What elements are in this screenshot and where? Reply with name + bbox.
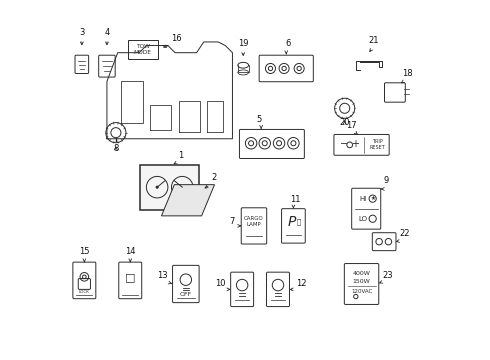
Text: 400W: 400W	[353, 271, 370, 276]
Polygon shape	[161, 185, 215, 216]
Text: 3: 3	[79, 28, 84, 37]
Text: 13: 13	[157, 271, 168, 280]
Text: ★: ★	[370, 196, 375, 201]
Text: 9: 9	[383, 176, 389, 185]
Text: P: P	[288, 215, 296, 229]
Text: 10: 10	[215, 279, 225, 288]
Text: 20: 20	[340, 118, 350, 127]
Text: 12: 12	[296, 279, 307, 288]
Text: 22: 22	[400, 229, 410, 238]
Text: 18: 18	[402, 69, 413, 78]
Text: −: −	[340, 139, 348, 149]
Text: HI: HI	[359, 195, 366, 202]
Text: 11: 11	[290, 195, 300, 204]
Bar	[140, 165, 199, 210]
Text: 2: 2	[211, 173, 217, 182]
Text: +: +	[351, 139, 359, 149]
Text: CARGO
LAMP: CARGO LAMP	[244, 216, 264, 227]
Text: 4: 4	[104, 28, 110, 37]
Text: 16: 16	[172, 33, 182, 42]
Text: 21: 21	[369, 36, 379, 45]
Text: 150W: 150W	[353, 279, 370, 284]
Circle shape	[156, 186, 158, 188]
Text: OFF: OFF	[180, 292, 192, 297]
Text: 17: 17	[346, 121, 357, 130]
Text: 15: 15	[79, 247, 90, 256]
Text: TOW
MODE: TOW MODE	[134, 44, 152, 55]
Text: LOCK: LOCK	[79, 290, 90, 294]
Text: 19: 19	[238, 39, 248, 48]
Text: 8: 8	[113, 144, 119, 153]
Text: 5: 5	[257, 115, 262, 124]
Text: TRIP
RESET: TRIP RESET	[369, 139, 385, 150]
Text: □: □	[125, 273, 136, 283]
Text: 1: 1	[178, 150, 183, 159]
Bar	[128, 40, 158, 59]
Text: 14: 14	[125, 247, 136, 256]
Text: ⦾: ⦾	[296, 218, 301, 225]
Text: 120VAC: 120VAC	[351, 289, 372, 294]
Text: 23: 23	[382, 271, 392, 280]
Text: LO: LO	[358, 216, 367, 222]
Text: 6: 6	[285, 39, 291, 48]
Circle shape	[181, 186, 183, 188]
Text: 7: 7	[229, 217, 234, 226]
